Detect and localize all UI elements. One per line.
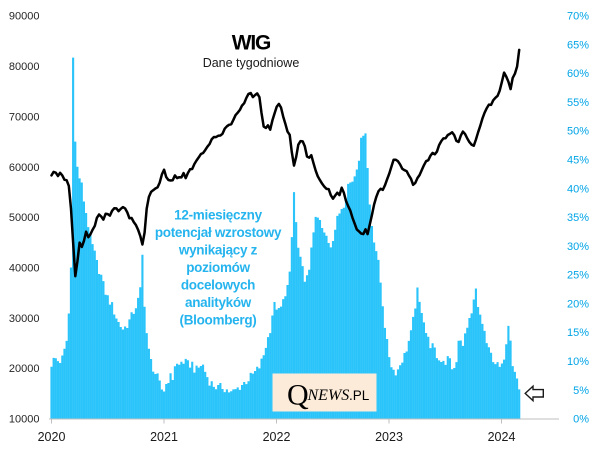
svg-text:Q: Q <box>287 379 309 412</box>
svg-text:35%: 35% <box>567 212 589 224</box>
svg-text:2021: 2021 <box>150 430 178 444</box>
svg-text:60000: 60000 <box>9 162 40 174</box>
svg-text:20%: 20% <box>567 299 589 311</box>
svg-text:40%: 40% <box>567 183 589 195</box>
svg-text:potencjał wzrostowy: potencjał wzrostowy <box>155 225 282 240</box>
svg-text:80000: 80000 <box>9 61 40 73</box>
svg-text:70%: 70% <box>567 11 589 23</box>
svg-text:30%: 30% <box>567 241 589 253</box>
svg-text:15%: 15% <box>567 327 589 339</box>
svg-text:65%: 65% <box>567 39 589 51</box>
svg-text:0%: 0% <box>573 414 589 426</box>
svg-text:90000: 90000 <box>9 11 40 23</box>
svg-text:NEWS: NEWS <box>307 387 350 404</box>
svg-text:wynikający z: wynikający z <box>178 243 258 258</box>
svg-text:5%: 5% <box>573 385 589 397</box>
svg-text:30000: 30000 <box>9 313 40 325</box>
svg-text:50%: 50% <box>567 126 589 138</box>
svg-text:WIG: WIG <box>232 32 271 55</box>
svg-text:12-miesięczny: 12-miesięczny <box>174 208 262 223</box>
svg-text:10000: 10000 <box>9 414 40 426</box>
svg-text:2023: 2023 <box>375 430 403 444</box>
svg-text:(Bloomberg): (Bloomberg) <box>180 313 257 328</box>
svg-text:25%: 25% <box>567 270 589 282</box>
svg-text:.PL: .PL <box>349 388 370 403</box>
svg-text:45%: 45% <box>567 155 589 167</box>
svg-text:Dane tygodniowe: Dane tygodniowe <box>203 56 300 70</box>
svg-text:70000: 70000 <box>9 111 40 123</box>
svg-text:2020: 2020 <box>38 430 66 444</box>
svg-text:2024: 2024 <box>488 430 516 444</box>
svg-text:analityków: analityków <box>185 295 252 310</box>
svg-text:50000: 50000 <box>9 212 40 224</box>
svg-text:docelowych: docelowych <box>181 278 255 293</box>
svg-text:55%: 55% <box>567 97 589 109</box>
svg-text:20000: 20000 <box>9 363 40 375</box>
svg-text:60%: 60% <box>567 68 589 80</box>
svg-text:poziomów: poziomów <box>186 260 250 275</box>
svg-text:40000: 40000 <box>9 262 40 274</box>
svg-text:2022: 2022 <box>263 430 291 444</box>
svg-text:10%: 10% <box>567 356 589 368</box>
